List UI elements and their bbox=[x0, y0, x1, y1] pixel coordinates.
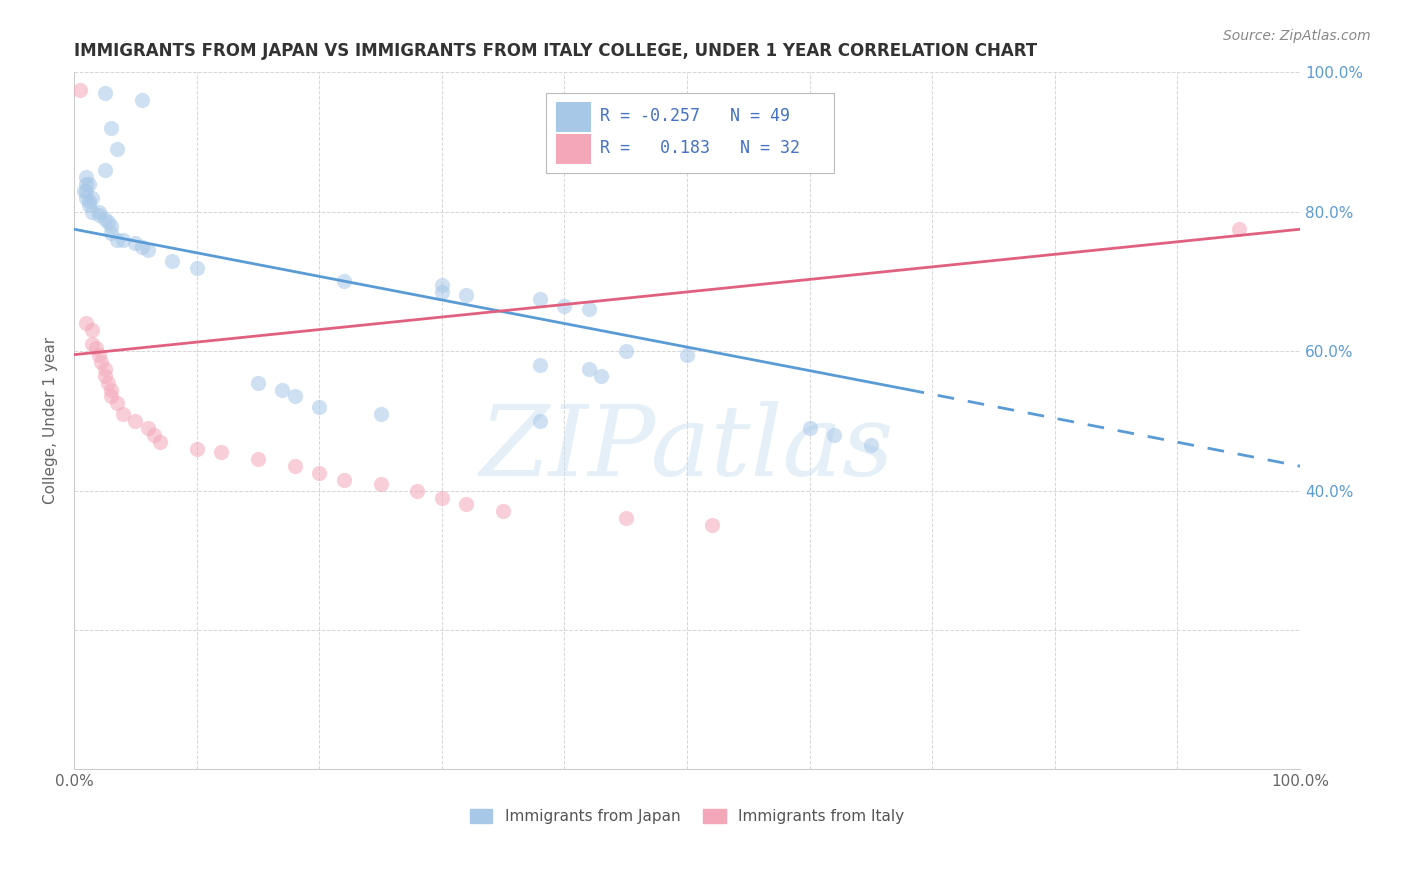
Point bbox=[75, 184, 97, 198]
Point bbox=[100, 389, 122, 403]
Point bbox=[105, 233, 128, 247]
Point bbox=[553, 299, 575, 313]
Point bbox=[77, 177, 100, 191]
Point bbox=[333, 473, 356, 487]
Point bbox=[82, 337, 104, 351]
Point bbox=[100, 383, 122, 397]
FancyBboxPatch shape bbox=[555, 135, 592, 164]
Point bbox=[614, 511, 637, 525]
Point bbox=[614, 344, 637, 359]
Point bbox=[131, 93, 153, 107]
Point bbox=[578, 361, 600, 376]
Point bbox=[87, 204, 110, 219]
Point bbox=[160, 253, 183, 268]
Point bbox=[430, 285, 453, 299]
Point bbox=[75, 177, 97, 191]
Point bbox=[77, 194, 100, 209]
Point bbox=[93, 368, 115, 383]
Point bbox=[82, 323, 104, 337]
Point bbox=[859, 438, 882, 452]
Point bbox=[93, 87, 115, 101]
Point bbox=[406, 483, 429, 498]
Point bbox=[87, 208, 110, 222]
Point bbox=[271, 383, 294, 397]
Point bbox=[100, 219, 122, 233]
Text: Source: ZipAtlas.com: Source: ZipAtlas.com bbox=[1223, 29, 1371, 43]
Point bbox=[75, 191, 97, 205]
Point bbox=[578, 302, 600, 317]
Point bbox=[93, 211, 115, 226]
Point bbox=[370, 407, 392, 421]
Point bbox=[97, 376, 120, 390]
Point bbox=[529, 358, 551, 372]
Point bbox=[93, 361, 115, 376]
Point bbox=[186, 442, 208, 456]
Point bbox=[100, 121, 122, 136]
Point bbox=[82, 191, 104, 205]
Point bbox=[69, 83, 91, 97]
Point bbox=[112, 407, 135, 421]
Point bbox=[75, 316, 97, 330]
Point bbox=[142, 427, 165, 442]
Point bbox=[246, 452, 269, 467]
Point bbox=[105, 396, 128, 410]
Point bbox=[456, 498, 478, 512]
Text: ZIPatlas: ZIPatlas bbox=[479, 401, 894, 496]
Point bbox=[1227, 222, 1250, 236]
Point bbox=[84, 341, 107, 355]
Point bbox=[136, 421, 159, 435]
Point bbox=[284, 459, 307, 474]
Point bbox=[93, 163, 115, 178]
Point bbox=[124, 236, 146, 251]
Point bbox=[77, 198, 100, 212]
Text: IMMIGRANTS FROM JAPAN VS IMMIGRANTS FROM ITALY COLLEGE, UNDER 1 YEAR CORRELATION: IMMIGRANTS FROM JAPAN VS IMMIGRANTS FROM… bbox=[75, 42, 1038, 60]
Point bbox=[370, 476, 392, 491]
Legend: Immigrants from Japan, Immigrants from Italy: Immigrants from Japan, Immigrants from I… bbox=[470, 809, 904, 824]
Point bbox=[529, 292, 551, 306]
Point bbox=[308, 466, 330, 480]
Point bbox=[82, 204, 104, 219]
Point bbox=[456, 288, 478, 302]
Point bbox=[209, 445, 232, 459]
Point bbox=[105, 142, 128, 156]
Point bbox=[186, 260, 208, 275]
Point bbox=[87, 348, 110, 362]
Point bbox=[333, 275, 356, 289]
Point bbox=[73, 184, 96, 198]
FancyBboxPatch shape bbox=[555, 103, 592, 132]
Point bbox=[246, 376, 269, 390]
Point bbox=[97, 215, 120, 229]
Point bbox=[430, 491, 453, 505]
Point bbox=[492, 504, 515, 518]
Point bbox=[591, 368, 613, 383]
Text: R =   0.183   N = 32: R = 0.183 N = 32 bbox=[600, 138, 800, 157]
Text: R = -0.257   N = 49: R = -0.257 N = 49 bbox=[600, 107, 790, 125]
Point bbox=[529, 414, 551, 428]
Y-axis label: College, Under 1 year: College, Under 1 year bbox=[44, 337, 58, 505]
Point bbox=[700, 518, 723, 533]
Point bbox=[308, 400, 330, 414]
Point bbox=[136, 243, 159, 257]
Point bbox=[676, 348, 699, 362]
Point bbox=[823, 427, 845, 442]
FancyBboxPatch shape bbox=[546, 94, 834, 173]
Point bbox=[75, 169, 97, 184]
Point bbox=[112, 233, 135, 247]
Point bbox=[430, 277, 453, 292]
Point bbox=[124, 414, 146, 428]
Point bbox=[799, 421, 821, 435]
Point bbox=[149, 434, 172, 449]
Point bbox=[100, 226, 122, 240]
Point bbox=[131, 240, 153, 254]
Point bbox=[90, 354, 112, 368]
Point bbox=[284, 389, 307, 403]
